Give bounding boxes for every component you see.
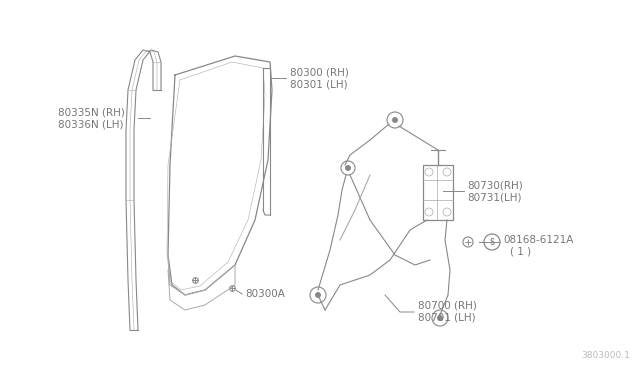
Text: 80301 (LH): 80301 (LH) xyxy=(290,79,348,89)
Text: 80701 (LH): 80701 (LH) xyxy=(418,313,476,323)
Text: 80335N (RH): 80335N (RH) xyxy=(58,107,125,117)
Text: 80300A: 80300A xyxy=(245,289,285,299)
Circle shape xyxy=(345,165,351,171)
Circle shape xyxy=(315,292,321,298)
Text: ( 1 ): ( 1 ) xyxy=(510,247,531,257)
Text: 80731(LH): 80731(LH) xyxy=(467,192,522,202)
Text: 80700 (RH): 80700 (RH) xyxy=(418,301,477,311)
Text: 3803000.1: 3803000.1 xyxy=(581,351,630,360)
Text: 80730(RH): 80730(RH) xyxy=(467,180,523,190)
Circle shape xyxy=(437,315,443,321)
Text: 80336N (LH): 80336N (LH) xyxy=(58,119,124,129)
Circle shape xyxy=(392,117,398,123)
Text: 08168-6121A: 08168-6121A xyxy=(503,235,573,245)
Text: 80300 (RH): 80300 (RH) xyxy=(290,67,349,77)
Text: S: S xyxy=(490,237,495,247)
